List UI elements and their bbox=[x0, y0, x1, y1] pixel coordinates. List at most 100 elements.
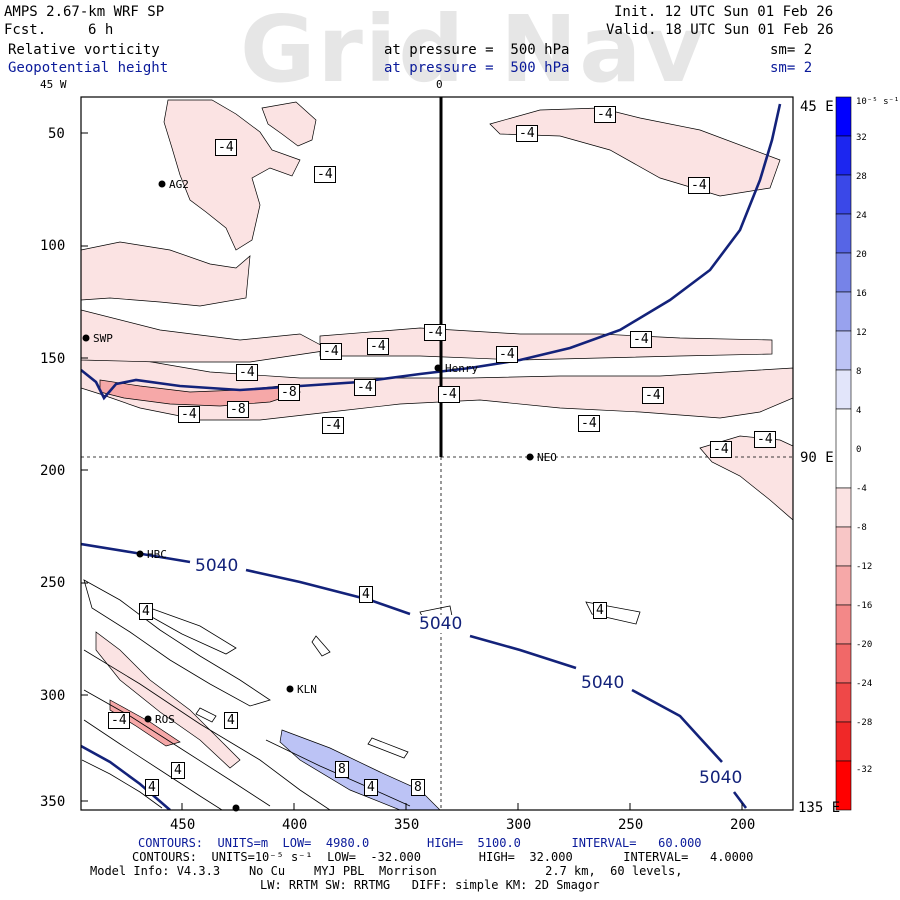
vort-blob-ag2 bbox=[163, 99, 301, 251]
fcst-label: Fcst. bbox=[4, 22, 47, 38]
vort-blob-mid bbox=[81, 309, 332, 363]
height-label: 5040 bbox=[194, 556, 240, 576]
y-tick: 300 bbox=[40, 688, 66, 704]
colorbar-tick: 24 bbox=[856, 211, 867, 221]
contour-label: -4 bbox=[236, 364, 258, 381]
colorbar-tick: -8 bbox=[856, 523, 867, 533]
smooth-vorticity: sm= 2 bbox=[770, 42, 813, 58]
contour-label: -4 bbox=[322, 417, 344, 434]
colorbar-tick: -16 bbox=[856, 601, 873, 611]
contour-label: 4 bbox=[359, 586, 373, 603]
footer-model-info: Model Info: V4.3.3 No Cu MYJ PBL Morriso… bbox=[90, 864, 683, 878]
contour-label: 4 bbox=[364, 779, 378, 796]
init-time: Init. 12 UTC Sun 01 Feb 26 bbox=[614, 4, 834, 20]
x-tick: 300 bbox=[506, 817, 532, 833]
height-label: 5040 bbox=[698, 768, 744, 788]
colorbar-tick: 12 bbox=[856, 328, 867, 338]
colorbar bbox=[835, 96, 852, 811]
watermark: Grid Nav bbox=[240, 0, 706, 103]
right-label-135e: 135 E bbox=[798, 800, 841, 816]
colorbar-tick: -12 bbox=[856, 562, 873, 572]
station-swp: SWP bbox=[93, 332, 113, 345]
colorbar-unit: 10⁻⁵ s⁻¹ bbox=[856, 97, 900, 107]
colorbar-tick: -20 bbox=[856, 640, 873, 650]
contour-label: -4 bbox=[578, 415, 600, 432]
contour-label: -4 bbox=[438, 386, 460, 403]
colorbar-tick: -32 bbox=[856, 765, 873, 775]
contour-label: -4 bbox=[496, 346, 518, 363]
contour-label: -4 bbox=[367, 338, 389, 355]
contour-label: -4 bbox=[178, 406, 200, 423]
contour-label: -8 bbox=[278, 384, 300, 401]
contour-label: -4 bbox=[314, 166, 336, 183]
contour-label: -4 bbox=[320, 343, 342, 360]
vort-blob-west bbox=[81, 241, 251, 307]
footer-height-contours: CONTOURS: UNITS=m LOW= 4980.0 HIGH= 5100… bbox=[138, 836, 702, 850]
contour-label: -4 bbox=[642, 387, 664, 404]
x-tick: 200 bbox=[730, 817, 756, 833]
contour-label: -4 bbox=[354, 379, 376, 396]
vort-blob-north bbox=[261, 101, 317, 147]
contour-label: -4 bbox=[630, 331, 652, 348]
vort-core-south bbox=[109, 699, 181, 747]
x-tick: 400 bbox=[282, 817, 308, 833]
y-tick: 100 bbox=[40, 238, 66, 254]
level-vorticity: at pressure = 500 hPa bbox=[384, 42, 570, 58]
contour-label: 4 bbox=[224, 712, 238, 729]
height-label: 5040 bbox=[580, 673, 626, 693]
contour-label: -4 bbox=[424, 324, 446, 341]
station-henry: Henry bbox=[445, 362, 479, 375]
y-tick: 350 bbox=[40, 794, 66, 810]
colorbar-tick: 28 bbox=[856, 172, 867, 182]
contour-label: 4 bbox=[593, 602, 607, 619]
fcst-value: 6 h bbox=[88, 22, 114, 38]
colorbar-tick: -4 bbox=[856, 484, 867, 494]
top-label-0: 0 bbox=[436, 78, 443, 91]
level-height: at pressure = 500 hPa bbox=[384, 60, 570, 76]
model-title: AMPS 2.67-km WRF SP bbox=[4, 4, 165, 20]
contour-label: -4 bbox=[594, 106, 616, 123]
vort-positive-band bbox=[279, 729, 441, 810]
field-vorticity: Relative vorticity bbox=[8, 42, 160, 58]
field-height: Geopotential height bbox=[8, 60, 169, 76]
footer-vort-contours: CONTOURS: UNITS=10⁻⁵ s⁻¹ LOW= -32.000 HI… bbox=[132, 850, 754, 864]
y-tick: 200 bbox=[40, 463, 66, 479]
y-tick: 150 bbox=[40, 351, 66, 367]
station-neo: NEO bbox=[537, 451, 557, 464]
contour-label: -4 bbox=[108, 712, 130, 729]
contour-label: -4 bbox=[516, 125, 538, 142]
contour-label: -8 bbox=[227, 401, 249, 418]
height-label: 5040 bbox=[418, 614, 464, 634]
footer-physics: LW: RRTM SW: RRTMG DIFF: simple KM: 2D S… bbox=[260, 878, 600, 892]
y-tick: 50 bbox=[48, 126, 65, 142]
contour-label: 8 bbox=[411, 779, 425, 796]
station-ros: ROS bbox=[155, 713, 175, 726]
contour-label: -4 bbox=[754, 431, 776, 448]
station-hbc: HBC bbox=[147, 548, 167, 561]
colorbar-tick: 0 bbox=[856, 445, 862, 455]
plot-frame bbox=[80, 96, 794, 811]
colorbar-tick: 4 bbox=[856, 406, 862, 416]
x-tick: 450 bbox=[170, 817, 196, 833]
vort-blob-ne bbox=[489, 107, 781, 197]
station-ag2: AG2 bbox=[169, 178, 189, 191]
colorbar-tick: 20 bbox=[856, 250, 867, 260]
contour-label: 8 bbox=[335, 761, 349, 778]
colorbar-tick: 8 bbox=[856, 367, 862, 377]
y-tick: 250 bbox=[40, 575, 66, 591]
contour-label: 4 bbox=[171, 762, 185, 779]
colorbar-tick: 32 bbox=[856, 133, 867, 143]
smooth-height: sm= 2 bbox=[770, 60, 813, 76]
right-label-90e: 90 E bbox=[800, 450, 834, 466]
x-tick: 350 bbox=[394, 817, 420, 833]
station-kln: KLN bbox=[297, 683, 317, 696]
contour-label: 4 bbox=[145, 779, 159, 796]
right-label-45e: 45 E bbox=[800, 99, 834, 115]
contour-label: -4 bbox=[710, 441, 732, 458]
vort-band-south bbox=[95, 631, 241, 769]
x-tick: 250 bbox=[618, 817, 644, 833]
colorbar-tick: -24 bbox=[856, 679, 873, 689]
colorbar-tick: -28 bbox=[856, 718, 873, 728]
top-label-45w: 45 W bbox=[40, 78, 67, 91]
